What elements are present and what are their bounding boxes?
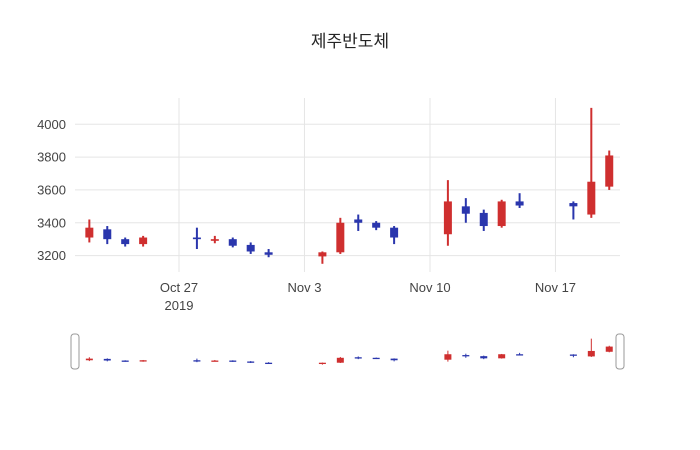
candle-down[interactable] <box>264 252 273 255</box>
candle-down[interactable] <box>390 227 399 238</box>
candle-down[interactable] <box>103 229 112 240</box>
candle-down[interactable] <box>479 212 488 227</box>
candle-down[interactable] <box>515 201 524 206</box>
candle-up[interactable] <box>85 227 94 238</box>
rangeslider-handle-right[interactable] <box>615 333 625 370</box>
gridlines <box>75 98 620 272</box>
plot-area[interactable] <box>75 98 620 272</box>
candle-up <box>139 360 147 362</box>
candle-up <box>498 354 506 359</box>
candle-down <box>462 355 470 357</box>
x-tick-label: Oct 27 <box>160 280 198 295</box>
candle-down[interactable] <box>246 244 255 252</box>
candle-down[interactable] <box>192 237 201 240</box>
candle-down <box>103 358 111 361</box>
candle-up <box>336 357 344 363</box>
candle-up[interactable] <box>587 181 596 215</box>
candle-down <box>121 360 129 362</box>
x-axis-tick-labels: Oct 27 2019 Nov 3 Nov 10 Nov 17 <box>160 280 576 313</box>
y-tick-label: 3400 <box>37 215 66 230</box>
candle-up <box>444 354 452 360</box>
candle-down <box>247 361 255 363</box>
y-tick-label: 3800 <box>37 150 66 165</box>
candle-down <box>265 362 273 365</box>
candle-up[interactable] <box>210 239 219 241</box>
candle-up <box>318 362 326 365</box>
candle-down[interactable] <box>372 222 381 228</box>
candle-up[interactable] <box>336 222 345 253</box>
candle-down[interactable] <box>228 239 237 246</box>
candle-up <box>605 346 613 352</box>
candle-up <box>587 350 595 357</box>
candle-down[interactable] <box>461 206 470 214</box>
y-axis-tick-labels: 3200 3400 3600 3800 4000 <box>37 117 66 263</box>
candle-down <box>390 358 398 361</box>
candle-up[interactable] <box>443 201 452 235</box>
candles-main <box>85 107 614 264</box>
x-tick-label: Nov 17 <box>535 280 576 295</box>
candle-down[interactable] <box>354 219 363 223</box>
candle-down <box>480 356 488 359</box>
candle-up[interactable] <box>497 201 506 227</box>
candle-down <box>569 354 577 356</box>
rangeslider[interactable] <box>70 333 625 370</box>
x-tick-label: Nov 3 <box>287 280 321 295</box>
candle-up <box>85 358 93 361</box>
rangeslider-handle-left[interactable] <box>70 333 80 370</box>
candle-up[interactable] <box>605 155 614 187</box>
candle-down <box>372 357 380 360</box>
candle-down <box>229 360 237 362</box>
y-tick-label: 4000 <box>37 117 66 132</box>
candle-down[interactable] <box>121 239 130 245</box>
y-tick-label: 3200 <box>37 248 66 263</box>
candle-up[interactable] <box>318 252 327 257</box>
candle-down <box>354 357 362 359</box>
x-tick-label: Nov 10 <box>409 280 450 295</box>
candle-down <box>516 354 524 356</box>
candle-up[interactable] <box>139 237 148 245</box>
candle-down[interactable] <box>569 203 578 207</box>
x-tick-sublabel: 2019 <box>165 298 194 313</box>
chart-title: 제주반도체 <box>311 32 389 51</box>
candle-down <box>193 360 201 362</box>
candle-up <box>211 360 219 362</box>
y-tick-label: 3600 <box>37 182 66 197</box>
